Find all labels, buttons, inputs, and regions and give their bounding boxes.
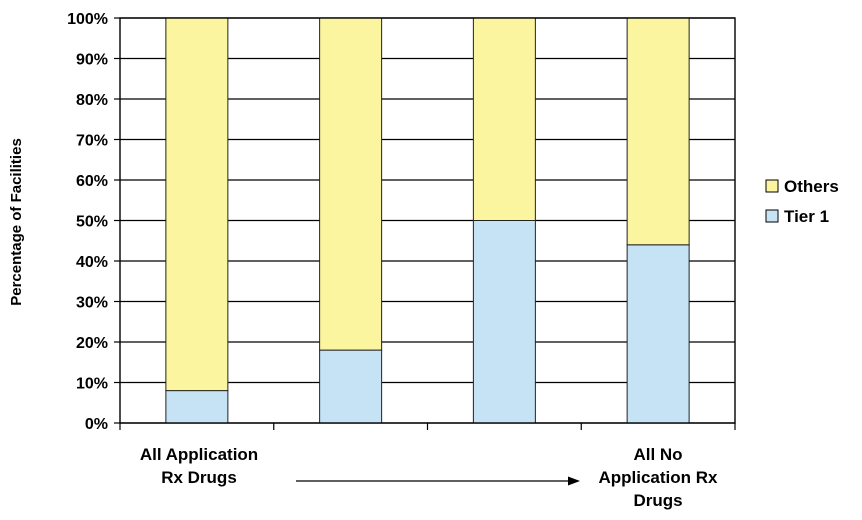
legend-swatch <box>765 209 779 223</box>
y-tick-label: 80% <box>76 92 108 109</box>
y-tick-label: 0% <box>85 416 108 433</box>
y-tick-label: 70% <box>76 133 108 150</box>
y-tick-labels: 0% 10% 20% 30% 40% 50% 60% 70% 80% 90% 100% <box>67 11 108 433</box>
axes <box>114 17 736 430</box>
y-tick-label: 90% <box>76 52 108 69</box>
x-category-label: Drugs <box>633 491 682 510</box>
x-category-label: All Application <box>140 445 258 464</box>
bar-others <box>472 17 536 221</box>
y-tick-label: 40% <box>76 254 108 271</box>
y-tick-label: 30% <box>76 295 108 312</box>
bar-tier-1 <box>626 244 690 424</box>
bar-tier-1 <box>165 390 229 424</box>
y-tick-label: 50% <box>76 214 108 231</box>
x-category-label: All No <box>633 445 682 464</box>
bar-tier-1 <box>472 220 536 424</box>
legend-label: Tier 1 <box>784 207 829 226</box>
legend-label: Others <box>784 177 839 196</box>
y-tick-label: 100% <box>67 11 108 28</box>
y-tick-label: 10% <box>76 376 108 393</box>
x-category-label: Rx Drugs <box>161 468 237 487</box>
bar-others <box>626 17 690 246</box>
y-tick-label: 60% <box>76 173 108 190</box>
bar-others <box>165 17 229 392</box>
bars <box>165 17 690 424</box>
y-tick-label: 20% <box>76 335 108 352</box>
trend-arrow <box>296 476 580 486</box>
x-category-label: Application Rx <box>598 468 718 487</box>
x-category-labels: All Application Rx Drugs All No Application… <box>140 445 718 510</box>
bar-others <box>319 17 383 351</box>
bar-tier-1 <box>319 349 383 424</box>
legend-swatch <box>765 179 779 193</box>
arrow-head <box>568 476 580 486</box>
legend: Others Tier 1 <box>765 177 839 226</box>
y-axis-label: Percentage of Facilities <box>8 138 25 306</box>
